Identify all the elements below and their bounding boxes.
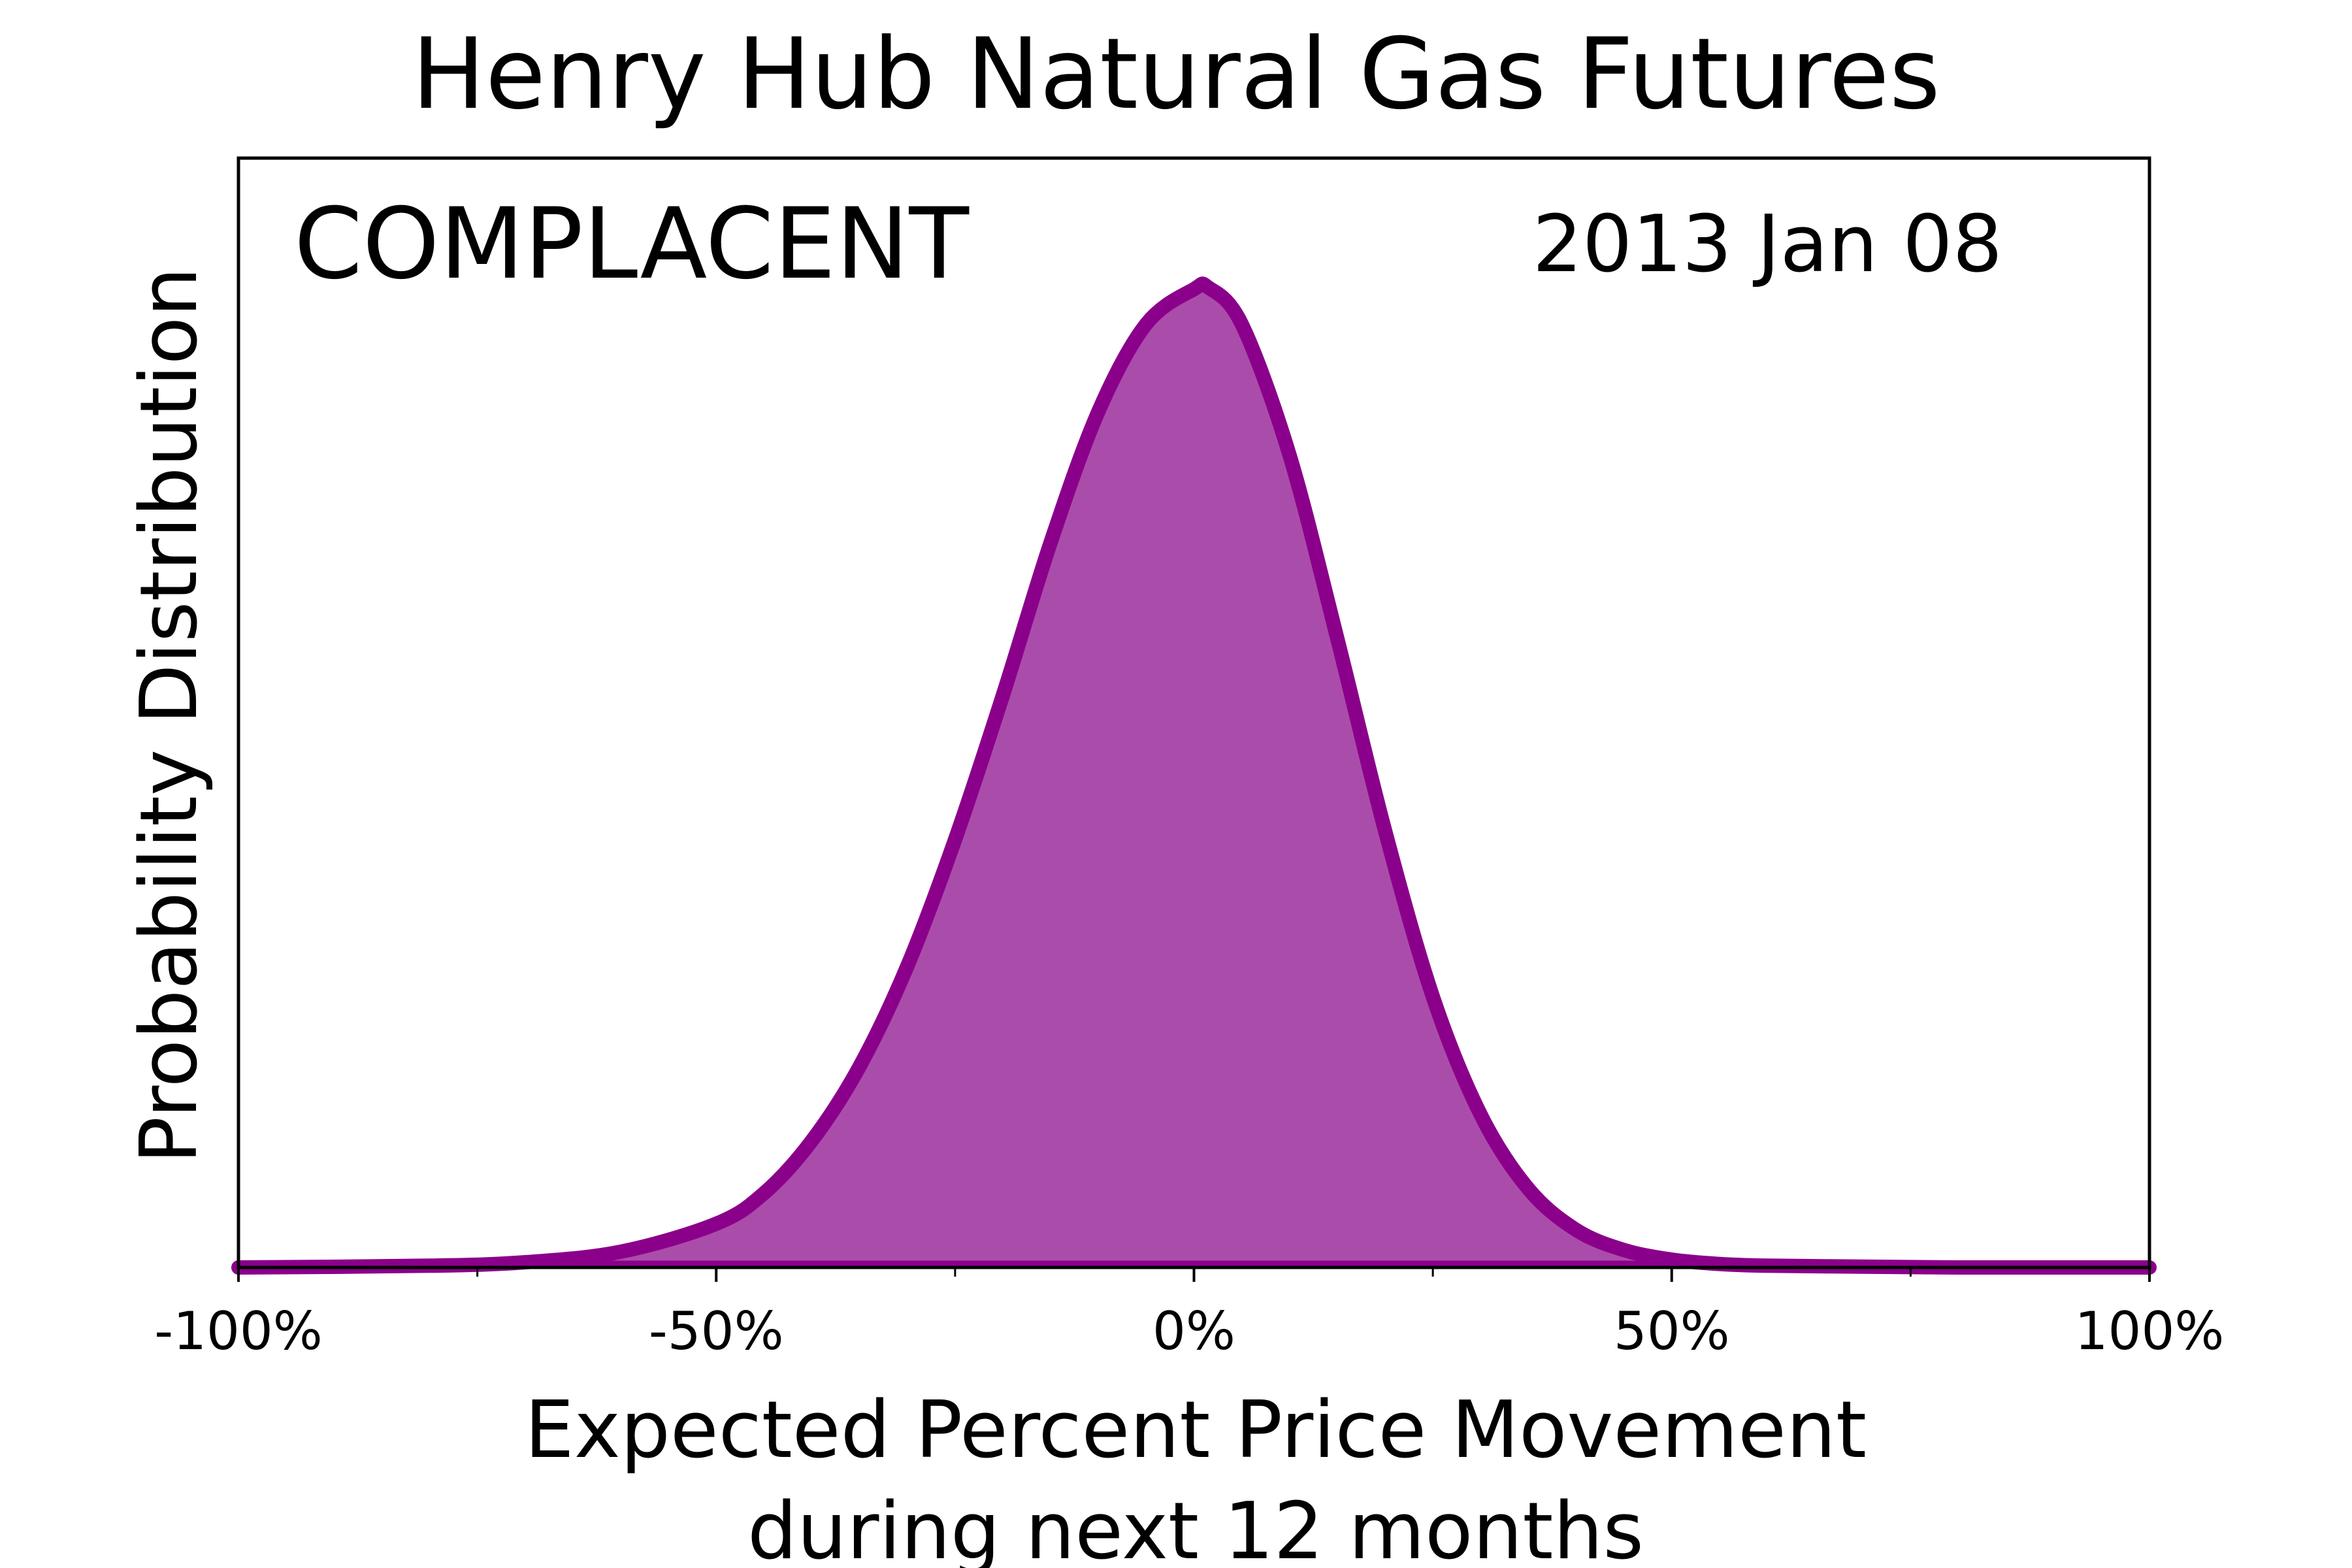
x-tick-label: 100% — [2075, 1301, 2225, 1362]
x-tick-label: 50% — [1614, 1301, 1730, 1362]
distribution-line — [231, 276, 2157, 1275]
date-label: 2013 Jan 08 — [1533, 199, 2002, 290]
plot-area — [231, 276, 2157, 1275]
x-axis: -100% -50% 0% 50% 100% — [154, 156, 2225, 1362]
chart-title: Henry Hub Natural Gas Futures — [412, 18, 1940, 131]
x-tick-label: 0% — [1152, 1301, 1235, 1362]
x-tick-label: -100% — [154, 1301, 323, 1362]
x-axis-label-line1: Expected Percent Price Movement — [525, 1385, 1867, 1476]
x-axis-label-line2: during next 12 months — [747, 1486, 1644, 1568]
sentiment-label: COMPLACENT — [294, 188, 970, 301]
y-axis-label: Probability Distribution — [124, 267, 215, 1164]
distribution-fill — [238, 284, 2149, 1268]
x-tick-label: -50% — [649, 1301, 784, 1362]
